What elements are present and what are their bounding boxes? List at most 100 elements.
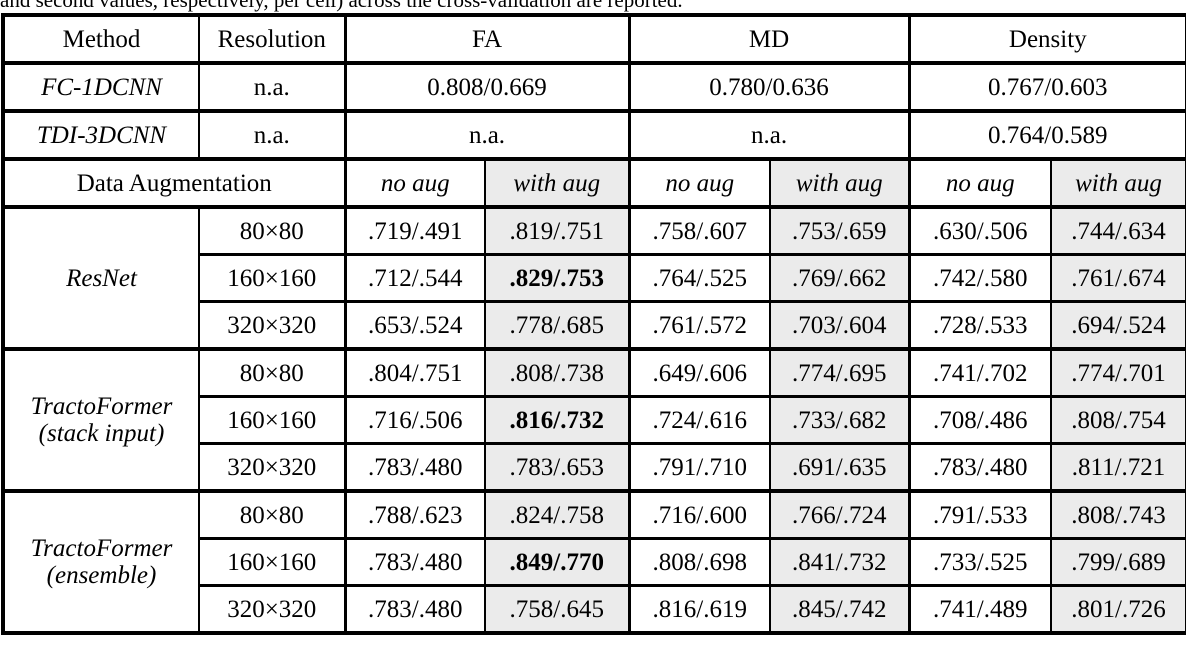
col-header-fa: FA — [343, 13, 631, 65]
value-cell: .819/.751 — [483, 205, 631, 256]
data-row: TractoFormer (ensemble) 80×80 .788/.623 … — [2, 489, 1186, 635]
baseline-row-fc1dcnn: FC-1DCNN n.a. 0.808/0.669 0.780/0.636 0.… — [2, 61, 1186, 113]
value-cell: .808/.738 — [483, 347, 631, 398]
data-row: 160×160 .716/.506 .816/.732 .724/.616 .7… — [3, 395, 1186, 445]
value-cell: .783/.480 — [343, 442, 486, 493]
value-cell: .728/.533 — [907, 300, 1053, 351]
value-cell: .841/.732 — [769, 537, 911, 587]
value-cell: .744/.634 — [1050, 205, 1186, 256]
aug-header-row: Data Augmentation no aug with aug no aug… — [2, 157, 1186, 209]
data-row: 320×320 .653/.524 .778/.685 .761/.572 .7… — [3, 300, 1186, 351]
value-cell: .808/.743 — [1050, 489, 1186, 540]
value-cell: .783/.480 — [907, 442, 1053, 493]
method-name-line2: (ensemble) — [46, 562, 157, 589]
subheader-no-aug: no aug — [907, 157, 1053, 209]
value-cell: .788/.623 — [343, 489, 486, 540]
resolution-cell: 80×80 — [198, 205, 346, 256]
data-row: ResNet 80×80 .719/.491 .819/.751 .758/.6… — [2, 205, 1186, 351]
method-cell: FC-1DCNN — [2, 61, 200, 113]
value-cell: .716/.600 — [627, 489, 772, 540]
col-header-md: MD — [627, 13, 911, 65]
method-cell-tractoformer-ensemble: TractoFormer (ensemble) — [2, 489, 200, 635]
value-cell: .694/.524 — [1050, 300, 1186, 351]
data-row: 160×160 .783/.480 .849/.770 .808/.698 .8… — [3, 537, 1186, 587]
value-cell: .845/.742 — [769, 584, 911, 635]
method-cell-resnet: ResNet — [2, 205, 200, 351]
value-cell: .791/.710 — [627, 442, 772, 493]
value-cell: 0.767/0.603 — [907, 61, 1186, 113]
baseline-row-tdi3dcnn: TDI-3DCNN n.a. n.a. n.a. 0.764/0.589 — [2, 109, 1186, 161]
value-cell: .774/.701 — [1050, 347, 1186, 398]
method-name-line1: TractoFormer — [30, 535, 173, 562]
value-cell-best: .849/.770 — [483, 537, 631, 587]
value-cell: .712/.544 — [343, 253, 486, 303]
value-cell: .716/.506 — [343, 395, 486, 445]
value-cell: .741/.489 — [907, 584, 1053, 635]
value-cell: .733/.682 — [769, 395, 911, 445]
value-cell: .804/.751 — [343, 347, 486, 398]
value-cell: .774/.695 — [769, 347, 911, 398]
value-cell: .808/.754 — [1050, 395, 1186, 445]
value-cell: .691/.635 — [769, 442, 911, 493]
subheader-with-aug: with aug — [769, 157, 911, 209]
value-cell: .761/.572 — [627, 300, 772, 351]
resolution-cell: 160×160 — [198, 253, 346, 303]
method-name-line1: TractoFormer — [30, 393, 173, 420]
col-header-density: Density — [907, 13, 1186, 65]
value-cell: .703/.604 — [769, 300, 911, 351]
data-row: 320×320 .783/.480 .783/.653 .791/.710 .6… — [3, 442, 1186, 493]
value-cell: .801/.726 — [1050, 584, 1186, 635]
value-cell: .708/.486 — [907, 395, 1053, 445]
resolution-cell: 320×320 — [198, 442, 346, 493]
header-row: Method Resolution FA MD Density — [2, 13, 1186, 65]
aug-label-cell: Data Augmentation — [2, 157, 346, 209]
resolution-cell: 80×80 — [198, 489, 346, 540]
caption-text: and second values, respectively, per cel… — [0, 0, 683, 12]
value-cell: .766/.724 — [769, 489, 911, 540]
value-cell: .799/.689 — [1050, 537, 1186, 587]
value-cell: .630/.506 — [907, 205, 1053, 256]
value-cell: .758/.607 — [627, 205, 772, 256]
value-cell: .808/.698 — [627, 537, 772, 587]
value-cell: .824/.758 — [483, 489, 631, 540]
value-cell: .724/.616 — [627, 395, 772, 445]
value-cell-best: .829/.753 — [483, 253, 631, 303]
col-header-resolution: Resolution — [198, 13, 346, 65]
table-caption-clipped: and second values, respectively, per cel… — [0, 0, 1186, 13]
value-cell: .783/.653 — [483, 442, 631, 493]
data-row: TractoFormer (stack input) 80×80 .804/.7… — [2, 347, 1186, 493]
value-cell: n.a. — [343, 109, 631, 161]
col-header-method: Method — [2, 13, 200, 65]
results-table: Method Resolution FA MD Density FC-1DCNN… — [1, 13, 1186, 635]
resolution-cell: n.a. — [198, 109, 346, 161]
resolution-cell: 320×320 — [198, 300, 346, 351]
value-cell: .783/.480 — [343, 537, 486, 587]
resolution-cell: n.a. — [198, 61, 346, 113]
value-cell: .761/.674 — [1050, 253, 1186, 303]
resolution-cell: 160×160 — [198, 395, 346, 445]
method-name-line1: ResNet — [66, 264, 137, 292]
value-cell: .769/.662 — [769, 253, 911, 303]
value-cell: 0.780/0.636 — [627, 61, 911, 113]
resolution-cell: 320×320 — [198, 584, 346, 635]
value-cell: .741/.702 — [907, 347, 1053, 398]
subheader-with-aug: with aug — [483, 157, 631, 209]
method-cell-tractoformer-stack: TractoFormer (stack input) — [2, 347, 200, 493]
value-cell: .753/.659 — [769, 205, 911, 256]
value-cell: 0.764/0.589 — [907, 109, 1186, 161]
value-cell: .816/.619 — [627, 584, 772, 635]
value-cell: .649/.606 — [627, 347, 772, 398]
value-cell: .742/.580 — [907, 253, 1053, 303]
value-cell: .764/.525 — [627, 253, 772, 303]
data-row: 160×160 .712/.544 .829/.753 .764/.525 .7… — [3, 253, 1186, 303]
value-cell: .778/.685 — [483, 300, 631, 351]
value-cell-best: .816/.732 — [483, 395, 631, 445]
value-cell: .758/.645 — [483, 584, 631, 635]
value-cell: .653/.524 — [343, 300, 486, 351]
subheader-no-aug: no aug — [343, 157, 486, 209]
subheader-no-aug: no aug — [627, 157, 772, 209]
value-cell: .811/.721 — [1050, 442, 1186, 493]
value-cell: .733/.525 — [907, 537, 1053, 587]
value-cell: 0.808/0.669 — [343, 61, 631, 113]
